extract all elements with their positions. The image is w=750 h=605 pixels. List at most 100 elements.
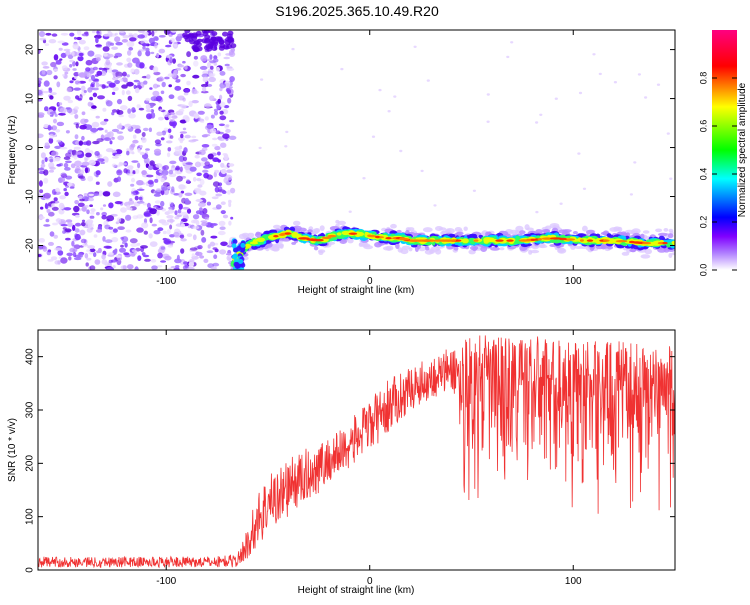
band-core	[662, 241, 668, 245]
sparse-dot	[598, 72, 602, 76]
noise-blob	[115, 154, 122, 157]
noise-blob	[210, 266, 218, 270]
noise-blob	[40, 163, 46, 168]
band-blob	[629, 248, 637, 253]
band-blob	[658, 232, 668, 237]
noise-blob	[188, 261, 195, 267]
noise-blob	[56, 217, 62, 224]
noise-blob	[40, 152, 46, 159]
noise-blob	[199, 179, 205, 186]
noise-blob	[131, 160, 139, 163]
noise-blob	[49, 166, 56, 170]
noise-blob	[189, 247, 198, 251]
noise-blob	[95, 229, 103, 233]
snr-series-line	[38, 335, 675, 569]
noise-blob	[121, 84, 128, 89]
band-core	[310, 239, 323, 242]
noise-blob	[83, 90, 87, 93]
noise-blob	[192, 234, 197, 241]
noise-blob	[119, 78, 123, 82]
noise-blob	[224, 39, 231, 45]
noise-blob	[87, 245, 95, 249]
band-core	[349, 232, 357, 235]
noise-blob	[226, 44, 233, 49]
noise-blob	[160, 177, 165, 183]
noise-blob	[63, 188, 67, 192]
noise-blob	[191, 219, 196, 224]
noise-blob	[154, 178, 159, 183]
noise-blob	[126, 204, 131, 211]
noise-blob	[222, 133, 230, 139]
noise-blob	[158, 76, 164, 82]
noise-blob	[74, 222, 82, 227]
noise-blob	[174, 216, 180, 220]
colorbar-tick-label: 0.0	[698, 264, 708, 277]
noise-blob	[184, 198, 190, 205]
noise-blob	[166, 219, 175, 223]
band-blob	[671, 240, 675, 245]
band-blob	[535, 229, 543, 234]
noise-blob	[126, 57, 132, 63]
noise-blob	[132, 134, 137, 139]
noise-blob	[85, 67, 91, 72]
noise-blob	[131, 249, 137, 253]
noise-blob	[136, 104, 141, 109]
noise-blob	[59, 58, 63, 61]
band-edge-blob	[233, 247, 239, 253]
noise-blob	[50, 61, 57, 68]
noise-blob	[51, 33, 58, 37]
sparse-dot	[413, 45, 417, 48]
snr-y-tick-label: 100	[25, 508, 36, 525]
noise-blob	[97, 247, 102, 254]
noise-blob	[124, 242, 128, 248]
noise-blob	[66, 252, 73, 257]
noise-blob	[193, 187, 202, 193]
noise-blob	[102, 46, 110, 52]
noise-blob	[106, 262, 112, 267]
noise-blob	[88, 197, 94, 202]
noise-blob	[55, 60, 62, 65]
noise-blob	[111, 136, 115, 140]
noise-blob	[102, 107, 107, 112]
noise-blob	[182, 206, 190, 210]
spectrogram-y-axis-label: Frequency (Hz)	[7, 116, 18, 185]
noise-blob	[191, 139, 199, 142]
noise-blob	[229, 119, 235, 123]
noise-blob	[226, 169, 233, 173]
noise-blob	[168, 94, 175, 99]
noise-blob	[116, 109, 120, 115]
noise-blob	[38, 48, 41, 54]
chart-title: S196.2025.365.10.49.R20	[275, 3, 439, 19]
noise-blob	[56, 121, 65, 127]
band-core	[399, 237, 410, 241]
band-blob	[274, 242, 284, 249]
noise-blob	[156, 84, 160, 88]
noise-blob	[170, 266, 177, 269]
noise-blob	[49, 231, 55, 237]
noise-blob	[95, 37, 99, 44]
noise-blob	[90, 74, 96, 81]
noise-blob	[183, 147, 188, 154]
noise-blob	[185, 162, 193, 165]
noise-blob	[150, 259, 157, 263]
noise-blob	[78, 195, 83, 199]
noise-blob	[203, 38, 210, 44]
noise-blob	[55, 129, 61, 133]
noise-blob	[219, 94, 223, 100]
snr-plot-area	[38, 330, 675, 570]
spectrogram-noise-region	[38, 30, 237, 270]
noise-blob	[116, 131, 124, 134]
sparse-dot	[613, 81, 618, 84]
noise-blob	[106, 267, 115, 270]
noise-blob	[56, 81, 61, 88]
noise-blob	[38, 238, 45, 243]
band-blob	[651, 242, 659, 246]
noise-blob	[91, 30, 96, 34]
noise-blob	[173, 231, 180, 237]
noise-blob	[59, 195, 66, 200]
band-blob	[468, 233, 477, 238]
noise-blob	[195, 41, 202, 47]
noise-blob	[136, 201, 145, 204]
noise-blob	[180, 223, 185, 228]
